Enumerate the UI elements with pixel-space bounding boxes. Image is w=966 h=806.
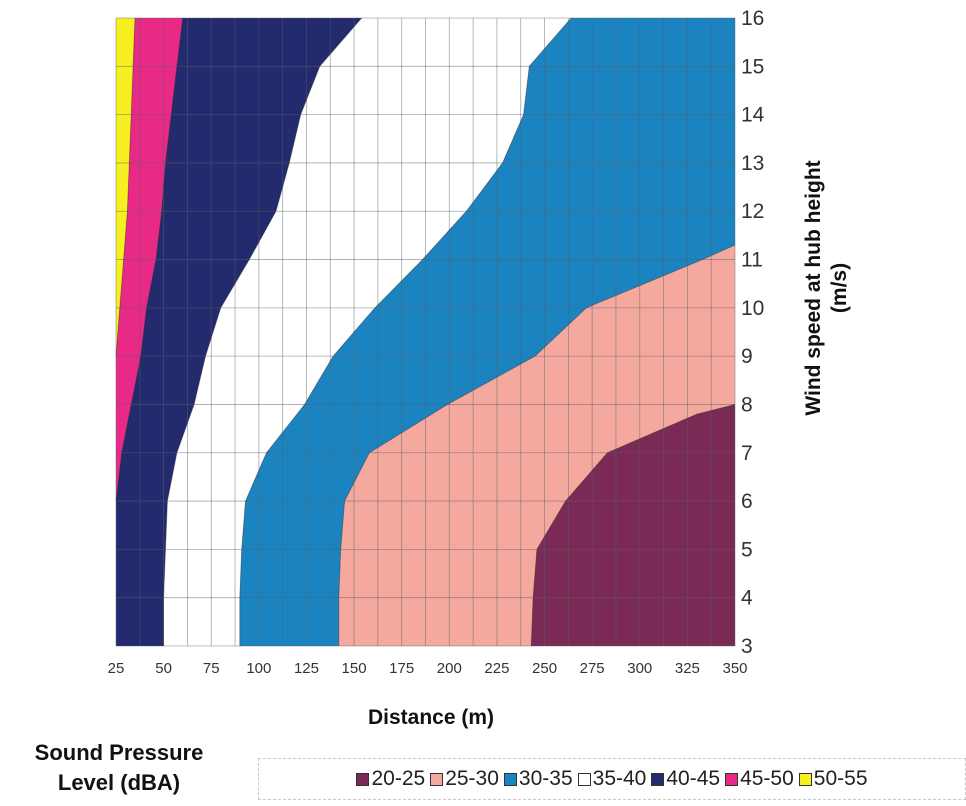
legend-swatch [798, 772, 812, 786]
y-tick-label: 15 [741, 55, 764, 78]
x-tick-label: 200 [437, 660, 462, 677]
legend-swatch [651, 772, 665, 786]
legend-label: 50-55 [813, 767, 868, 790]
legend-label: 30-35 [518, 767, 573, 790]
legend-item: 30-35 [503, 767, 573, 791]
x-axis-title: Distance (m) [368, 706, 494, 729]
boundary-line [338, 244, 736, 646]
legend-label: 40-45 [666, 767, 721, 790]
region-40-45 [116, 18, 362, 646]
legend-label: 45-50 [740, 767, 794, 790]
y-tick-label: 14 [741, 104, 765, 127]
x-tick-label: 300 [627, 660, 652, 677]
region-20-25 [531, 404, 735, 646]
x-tick-label: 325 [675, 660, 700, 677]
boundary-line [163, 17, 363, 646]
legend-label: 25-30 [445, 767, 499, 790]
y-tick-label: 16 [741, 7, 764, 30]
y-tick-labels: 3 4 5 6 7 8 9 10 11 12 13 14 15 16 [741, 7, 765, 658]
grid-lines [115, 17, 736, 647]
contour-regions [116, 18, 736, 646]
legend-swatch [577, 772, 591, 786]
y-tick-label: 7 [741, 442, 753, 465]
y-tick-label: 4 [741, 587, 753, 610]
region-25-30 [338, 245, 735, 646]
legend-item: 40-45 [651, 767, 720, 791]
legend-item: 25-30 [430, 767, 499, 791]
boundary-line [115, 17, 184, 502]
x-tick-label: 350 [722, 660, 747, 677]
region-50-55 [116, 18, 135, 357]
x-tick-label: 25 [108, 660, 125, 677]
legend-item: 35-40 [577, 767, 647, 791]
boundary-line [530, 404, 736, 647]
y-tick-label: 13 [741, 152, 764, 175]
legend-swatch [430, 772, 444, 786]
region-30-35 [239, 18, 736, 646]
x-tick-label: 75 [203, 660, 220, 677]
boundary-line [239, 17, 572, 646]
x-tick-label: 250 [532, 660, 557, 677]
y-tick-label: 6 [741, 490, 753, 513]
legend-title: Sound Pressure Level (dBA) [34, 740, 204, 795]
legend-item: 50-55 [798, 767, 868, 791]
x-tick-label: 125 [294, 660, 319, 677]
x-tick-label: 175 [389, 660, 414, 677]
boundary-line [115, 17, 136, 357]
x-tick-label: 225 [484, 660, 509, 677]
y-tick-label: 9 [741, 345, 753, 368]
y-axis-title: Wind speed at hub height (m/s) [802, 160, 851, 415]
y-tick-label: 12 [741, 200, 764, 223]
legend-label: 20-25 [371, 767, 426, 790]
x-tick-label: 50 [155, 660, 172, 677]
y-tick-label: 5 [741, 538, 753, 561]
contour-boundaries [115, 17, 736, 647]
legend-label: 35-40 [592, 767, 647, 790]
x-tick-labels: 25 50 75 100 125 150 175 200 225 250 275 300 325 350 [108, 660, 748, 677]
y-tick-label: 8 [741, 393, 753, 416]
legend-item: 45-50 [725, 767, 794, 791]
legend-item: 20-25 [356, 767, 425, 791]
x-tick-label: 275 [580, 660, 605, 677]
region-35-40 [163, 18, 572, 646]
legend-swatch [725, 772, 739, 786]
y-tick-label: 11 [741, 249, 763, 272]
x-tick-label: 150 [342, 660, 367, 677]
legend-swatch [356, 772, 370, 786]
x-tick-label: 100 [246, 660, 271, 677]
y-tick-label: 10 [741, 297, 764, 320]
legend-swatch [503, 772, 517, 786]
y-tick-label: 3 [741, 635, 753, 658]
legend: 20-25 25-30 30-35 35-40 40-45 45-50 50-55 [258, 758, 966, 800]
